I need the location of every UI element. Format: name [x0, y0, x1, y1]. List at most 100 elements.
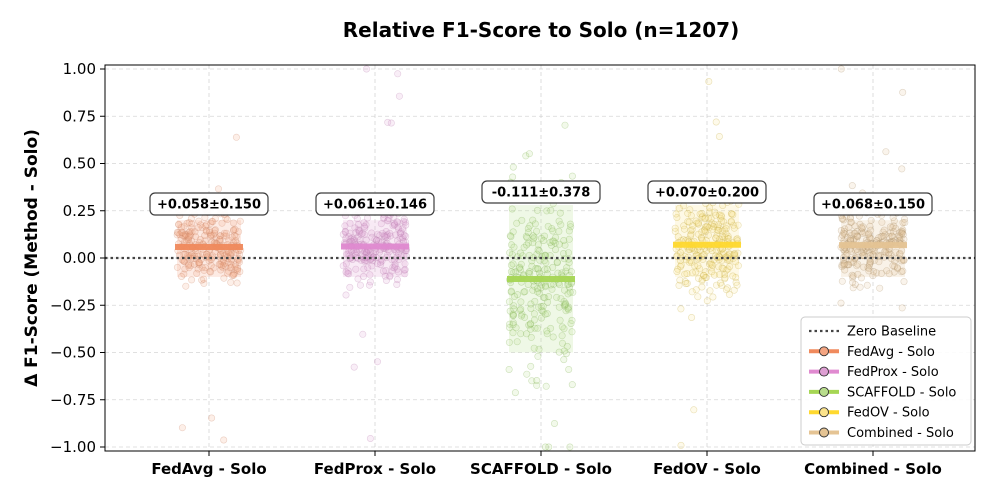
data-point: [716, 279, 724, 287]
data-point: [865, 267, 873, 275]
data-point: [377, 255, 385, 263]
data-point: [853, 228, 861, 236]
data-point: [705, 260, 713, 268]
data-point: [371, 235, 379, 243]
data-point: [856, 220, 864, 228]
data-point: [703, 297, 711, 305]
data-point: [882, 148, 890, 156]
data-point: [400, 218, 408, 226]
data-point: [866, 233, 874, 241]
data-point: [202, 227, 210, 235]
data-point: [173, 263, 181, 271]
data-point: [545, 293, 553, 301]
data-point: [853, 232, 861, 240]
data-point: [187, 261, 195, 269]
data-point: [227, 264, 235, 272]
data-point: [703, 223, 711, 231]
data-point: [700, 251, 708, 259]
data-point: [389, 263, 397, 271]
data-point: [533, 284, 541, 292]
data-point: [530, 235, 538, 243]
data-point: [557, 295, 565, 303]
data-point: [732, 273, 740, 281]
data-point: [562, 350, 570, 358]
data-point: [217, 266, 225, 274]
legend-swatch-marker: [819, 346, 829, 357]
data-point: [236, 217, 244, 225]
data-point: [897, 268, 905, 276]
data-point: [712, 118, 720, 126]
data-point: [900, 278, 908, 286]
data-point: [707, 215, 715, 223]
data-point: [200, 275, 208, 283]
data-point: [721, 233, 729, 241]
data-point: [351, 224, 359, 232]
data-point: [848, 271, 856, 279]
data-point: [840, 229, 848, 237]
data-point: [183, 219, 191, 227]
data-point: [194, 265, 202, 273]
data-point: [342, 260, 350, 268]
data-point: [225, 236, 233, 244]
data-point: [727, 218, 735, 226]
data-point: [208, 217, 216, 225]
data-point: [888, 232, 896, 240]
data-point: [565, 306, 573, 314]
data-point: [707, 259, 715, 267]
data-point: [730, 286, 738, 294]
data-point: [899, 231, 907, 239]
data-point: [849, 274, 857, 282]
data-point: [222, 232, 230, 240]
data-point: [396, 229, 404, 237]
data-point: [391, 260, 399, 268]
data-point: [350, 363, 358, 371]
data-point: [869, 272, 877, 280]
data-point: [512, 324, 520, 332]
data-point: [198, 263, 206, 271]
data-point: [231, 232, 239, 240]
data-point: [693, 219, 701, 227]
data-point: [733, 281, 741, 289]
data-point: [347, 235, 355, 243]
data-point: [215, 260, 223, 268]
data-point: [523, 234, 531, 242]
data-point: [694, 219, 702, 227]
data-point: [697, 234, 705, 242]
data-point: [840, 259, 848, 267]
data-point: [541, 266, 549, 274]
data-point: [342, 234, 350, 242]
data-point: [725, 250, 733, 258]
data-point: [691, 262, 699, 270]
annotation-box: [813, 192, 933, 216]
data-point: [530, 282, 538, 290]
data-point: [702, 268, 710, 276]
data-point: [885, 249, 893, 257]
data-point: [684, 209, 692, 217]
data-point: [366, 271, 374, 279]
data-point: [714, 221, 722, 229]
data-point: [730, 224, 738, 232]
data-point: [201, 237, 209, 245]
data-point: [200, 279, 208, 287]
data-point: [384, 118, 392, 126]
data-point: [359, 229, 367, 237]
data-point: [538, 306, 546, 314]
data-point: [396, 234, 404, 242]
legend: Zero Baseline FedAvg - Solo FedProx - Solo…: [800, 316, 972, 446]
data-point: [400, 266, 408, 274]
annotation-label: +0.068±0.150: [821, 198, 925, 213]
data-point: [847, 218, 855, 226]
data-point: [194, 250, 202, 258]
data-point: [551, 239, 559, 247]
data-point: [207, 268, 215, 276]
data-point: [562, 307, 570, 315]
data-point: [707, 221, 715, 229]
data-point: [529, 232, 537, 240]
data-point: [566, 443, 574, 451]
data-point: [727, 217, 735, 225]
data-point: [374, 230, 382, 238]
data-point: [184, 236, 192, 244]
data-point: [890, 268, 898, 276]
data-point: [722, 230, 730, 238]
